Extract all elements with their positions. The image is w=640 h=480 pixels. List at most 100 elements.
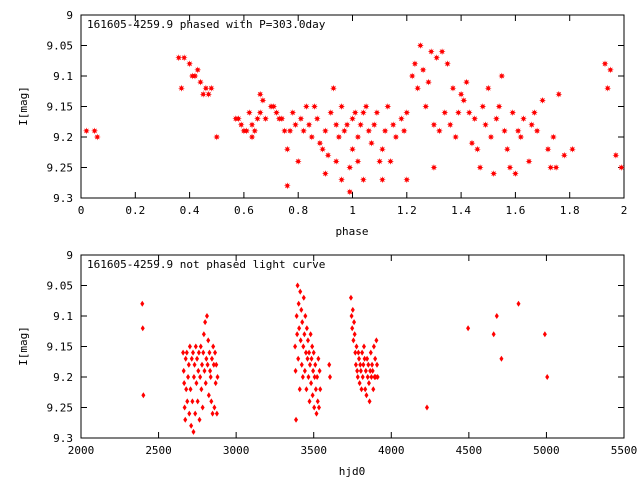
raw-plot-frame <box>80 254 625 439</box>
raw-data-point <box>424 404 429 411</box>
raw-data-point <box>371 386 376 393</box>
raw-data-point <box>213 380 218 387</box>
raw-data-point <box>368 349 373 356</box>
phased-data-point <box>474 145 481 153</box>
phased-data-point <box>414 84 422 92</box>
phased-data-point <box>254 115 261 123</box>
raw-data-point <box>365 355 370 362</box>
phased-data-point <box>465 109 473 116</box>
raw-data-point <box>373 355 378 362</box>
phased-data-point <box>490 170 498 177</box>
phased-data-point <box>354 133 362 141</box>
phased-data-point <box>354 158 362 165</box>
raw-data-point <box>208 367 213 374</box>
raw-data-point <box>466 325 471 332</box>
raw-data-point <box>317 367 322 374</box>
phased-data-point <box>346 188 354 196</box>
phased-data-point <box>180 54 188 62</box>
raw-data-point <box>293 343 298 350</box>
y-tick-label: 9.15 <box>47 341 74 354</box>
y-tick-label: 9.1 <box>53 310 73 323</box>
raw-data-point <box>350 306 355 313</box>
phased-data-point <box>612 151 620 159</box>
phased-data-point <box>335 133 343 141</box>
raw-data-point <box>365 374 370 380</box>
phased-data-point <box>539 97 546 104</box>
x-tick-label: 2 <box>621 204 628 217</box>
raw-data-point <box>314 410 319 417</box>
phased-data-point <box>403 176 411 184</box>
phased-data-point <box>607 66 614 74</box>
phased-data-point <box>205 90 212 98</box>
raw-data-point <box>371 343 376 350</box>
raw-data-point <box>187 343 192 350</box>
phased-data-point <box>514 127 522 135</box>
phased-data-point <box>438 48 446 55</box>
phased-data-point <box>281 127 288 135</box>
x-tick-label: 1.4 <box>451 204 471 217</box>
phased-data-point <box>300 127 307 135</box>
raw-data-point <box>542 331 547 338</box>
raw-data-point <box>190 398 195 405</box>
raw-data-point <box>211 343 216 350</box>
raw-data-point <box>211 361 216 368</box>
y-tick-label: 9.3 <box>53 432 73 445</box>
phased-data-point <box>237 121 245 129</box>
phased-data-point <box>569 145 576 153</box>
raw-data-point <box>294 313 299 319</box>
phased-data-point <box>501 127 508 135</box>
raw-data-point <box>370 361 375 368</box>
x-tick-label: 1.6 <box>505 204 525 217</box>
raw-data-point <box>201 349 206 356</box>
raw-light-curve-panel: 2000 2500 3000 3500 4000 4500 5000 5500 9 9.05 9.… <box>17 249 637 478</box>
phased-data-point <box>520 115 527 123</box>
phased-data-point <box>468 139 476 147</box>
phased-data-point <box>262 115 269 123</box>
raw-data-point <box>298 288 303 295</box>
raw-data-point <box>191 428 196 435</box>
raw-data-point <box>205 361 210 368</box>
raw-data-point <box>189 355 194 362</box>
raw-data-point <box>299 361 304 368</box>
raw-data-point <box>307 361 312 368</box>
raw-data-point <box>296 355 301 362</box>
raw-data-point <box>204 355 209 362</box>
x-tick-label: 3000 <box>223 444 250 457</box>
raw-data-point <box>203 319 208 326</box>
phased-data-point <box>332 158 340 165</box>
raw-data-point <box>303 313 308 319</box>
phased-data-point <box>604 84 612 92</box>
phased-data-point <box>330 84 337 92</box>
phased-data-point <box>83 127 90 135</box>
phased-data-point <box>302 103 310 110</box>
phased-data-point <box>349 115 356 123</box>
phased-data-point <box>544 145 552 153</box>
phased-data-point <box>259 97 267 104</box>
phased-data-point <box>178 84 185 92</box>
phased-data-point <box>384 103 392 110</box>
phased-data-point <box>308 133 316 141</box>
phased-data-point <box>509 109 517 116</box>
phased-data-point <box>449 84 457 92</box>
phased-data-point <box>256 90 264 98</box>
phased-data-point <box>495 103 503 110</box>
phased-data-point <box>175 54 183 62</box>
raw-data-point <box>210 410 215 417</box>
raw-data-point <box>313 361 318 368</box>
phased-data-point <box>533 127 541 135</box>
raw-chart-title: 161605-4259.9 not phased light curve <box>87 258 325 271</box>
raw-data-point <box>198 343 203 350</box>
phased-data-point <box>379 176 386 184</box>
raw-data-point <box>185 398 190 405</box>
phased-data-point <box>360 176 367 184</box>
phased-data-point <box>517 133 525 141</box>
phased-data-point <box>560 151 568 159</box>
y-tick-label: 9.05 <box>47 40 74 53</box>
phased-data-point <box>294 158 302 165</box>
raw-data-point <box>300 319 305 326</box>
phased-data-point <box>91 127 98 135</box>
raw-data-point <box>310 343 315 350</box>
raw-data-point <box>183 355 188 362</box>
phased-data-point <box>311 103 318 110</box>
raw-data-point <box>207 349 212 356</box>
